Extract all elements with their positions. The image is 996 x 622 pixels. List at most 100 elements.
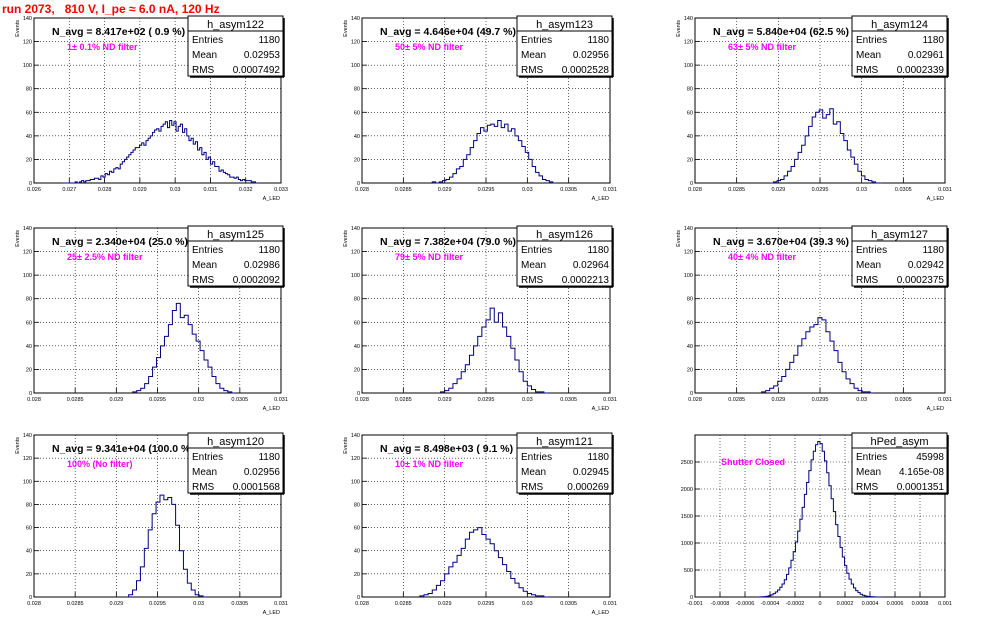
y-tick-label: 0 <box>357 595 360 601</box>
y-tick-label: 140 <box>23 433 32 439</box>
stats-value-rms: 0.0002092 <box>233 275 281 286</box>
y-tick-label: 60 <box>26 110 32 116</box>
x-tick-label: 0.0006 <box>887 601 904 607</box>
filter-annotation: 40± 4% ND filter <box>728 252 796 262</box>
x-tick-label: 0.031 <box>938 187 952 193</box>
x-tick-label: 0.032 <box>239 187 253 193</box>
y-tick-label: 0 <box>29 391 32 397</box>
stats-value-mean: 0.02964 <box>573 260 610 271</box>
y-axis-title: Events <box>15 20 21 37</box>
stats-box <box>516 432 613 494</box>
x-axis-title: A_LED <box>927 196 944 202</box>
x-tick-label: 0.0305 <box>560 397 577 403</box>
stats-box <box>851 432 948 494</box>
page-title: run 2073, 810 V, I_pe ≈ 6.0 nA, 120 Hz <box>2 2 220 16</box>
stats-box <box>851 15 948 77</box>
stats-box <box>516 225 613 287</box>
navg-label: N_avg = 2.340e+04 (25.0 %) <box>52 236 188 248</box>
y-tick-label: 120 <box>23 456 32 462</box>
stats-label: Mean <box>521 260 546 271</box>
y-tick-label: 500 <box>684 568 693 574</box>
x-tick-label: 0.0295 <box>149 397 166 403</box>
navg-label: N_avg = 8.417e+02 ( 0.9 %) <box>52 26 185 38</box>
histogram-line <box>132 302 236 394</box>
histogram-name: h_asym123 <box>536 19 593 31</box>
stats-label: Mean <box>856 50 881 61</box>
stats-label: RMS <box>192 482 215 493</box>
stats-label: Entries <box>521 452 552 463</box>
y-tick-label: 40 <box>26 549 32 555</box>
x-tick-label: 0.0285 <box>395 187 412 193</box>
histogram-line <box>757 440 883 598</box>
y-tick-label: 20 <box>26 572 32 578</box>
y-tick-label: 100 <box>23 63 32 69</box>
y-tick-label: 120 <box>23 40 32 46</box>
filter-annotation: Shutter Closed <box>721 457 785 467</box>
histogram-name: h_asym124 <box>871 19 928 31</box>
y-tick-label: 80 <box>354 297 360 303</box>
x-axis-title: A_LED <box>592 196 609 202</box>
y-tick-label: 120 <box>684 250 693 256</box>
y-tick-label: 0 <box>357 391 360 397</box>
x-tick-label: 0.026 <box>27 187 41 193</box>
y-tick-label: 20 <box>354 572 360 578</box>
stats-label: RMS <box>521 482 544 493</box>
x-tick-label: -0.001 <box>687 601 703 607</box>
navg-label: N_avg = 5.840e+04 (62.5 %) <box>713 26 849 38</box>
x-tick-label: 0.028 <box>688 187 702 193</box>
filter-annotation: 25± 2.5% ND filter <box>67 252 143 262</box>
x-tick-label: 0.029 <box>438 397 452 403</box>
x-tick-label: 0.03 <box>193 601 204 607</box>
x-tick-label: 0.0295 <box>478 397 495 403</box>
y-axis-title: Events <box>343 20 349 37</box>
stats-label: Entries <box>521 35 552 46</box>
histogram-panel: 0.028 0.0285 0.029 0.0295 0.03 0.0305 0.031 0 20… <box>676 15 952 202</box>
y-tick-label: 140 <box>351 226 360 232</box>
x-tick-label: 0.028 <box>688 397 702 403</box>
navg-label: N_avg = 9.341e+04 (100.0 %) <box>52 443 194 455</box>
stats-value-entries: 45998 <box>916 452 944 463</box>
histogram-line <box>770 108 883 184</box>
filter-annotation: 100% (No filter) <box>67 459 133 469</box>
stats-value-rms: 0.0007492 <box>233 65 281 76</box>
stats-value-mean: 0.02956 <box>573 50 610 61</box>
stats-label: Entries <box>192 452 223 463</box>
x-tick-label: 0.031 <box>603 187 617 193</box>
stats-label: RMS <box>521 65 544 76</box>
stats-label: RMS <box>856 65 879 76</box>
y-tick-label: 100 <box>351 479 360 485</box>
x-tick-label: 0.029 <box>109 397 123 403</box>
stats-box <box>187 15 284 77</box>
x-tick-label: 0.0305 <box>560 187 577 193</box>
y-tick-label: 60 <box>26 526 32 532</box>
x-axis-title: A_LED <box>592 610 609 616</box>
y-tick-label: 0 <box>690 391 693 397</box>
y-tick-label: 60 <box>687 320 693 326</box>
y-tick-label: 120 <box>684 40 693 46</box>
y-tick-label: 20 <box>354 367 360 373</box>
stats-value-mean: 0.02961 <box>908 50 945 61</box>
y-axis-title: Events <box>343 437 349 454</box>
stats-value-mean: 0.02986 <box>244 260 281 271</box>
navg-label: N_avg = 7.382e+04 (79.0 %) <box>380 236 516 248</box>
x-tick-label: 0.027 <box>62 187 76 193</box>
x-axis-title: A_LED <box>592 406 609 412</box>
histogram-name: h_asym122 <box>207 19 264 31</box>
y-tick-label: 0 <box>29 595 32 601</box>
y-tick-label: 1500 <box>681 514 693 520</box>
stats-label: Mean <box>856 467 881 478</box>
stats-value-mean: 4.165e-08 <box>899 467 944 478</box>
histogram-name: h_asym125 <box>207 229 264 241</box>
y-tick-label: 40 <box>687 134 693 140</box>
x-tick-label: 0.03 <box>856 397 867 403</box>
stats-label: RMS <box>856 275 879 286</box>
x-tick-label: 0.028 <box>27 601 41 607</box>
stats-label: RMS <box>192 275 215 286</box>
histogram-line <box>431 120 557 184</box>
histogram-name: h_asym127 <box>871 229 928 241</box>
y-tick-label: 140 <box>684 226 693 232</box>
x-tick-label: -0.0004 <box>761 601 780 607</box>
y-tick-label: 80 <box>687 297 693 303</box>
y-tick-label: 140 <box>684 16 693 22</box>
histogram-panel: 0.028 0.0285 0.029 0.0295 0.03 0.0305 0.031 0 20… <box>676 225 952 412</box>
